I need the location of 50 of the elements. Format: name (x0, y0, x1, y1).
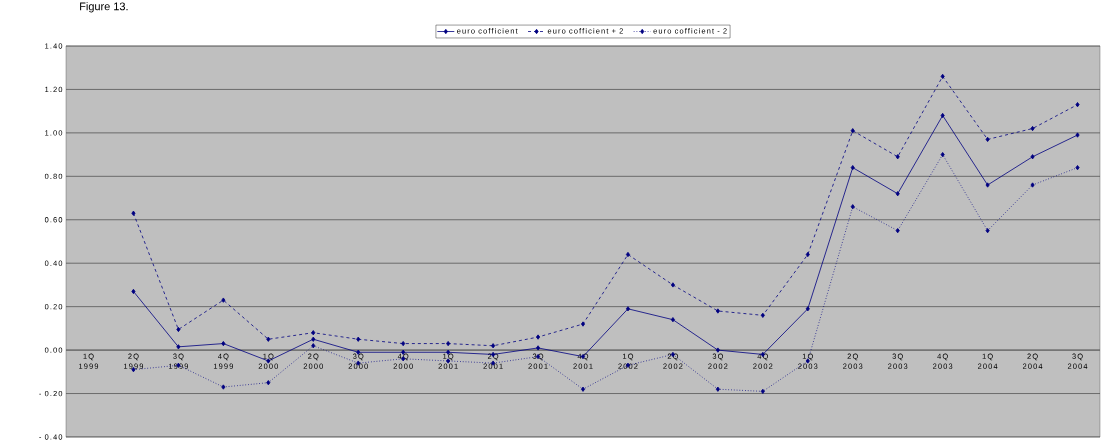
point (985, 136, 990, 142)
point (536, 345, 541, 351)
point (940, 152, 945, 158)
point (850, 165, 855, 171)
point (895, 191, 900, 197)
point (805, 306, 810, 312)
point (1075, 132, 1080, 138)
point (311, 336, 316, 342)
point (985, 228, 990, 234)
point (221, 340, 226, 347)
point (311, 330, 316, 336)
point (940, 73, 945, 79)
point (176, 326, 181, 333)
point (266, 336, 271, 342)
point (940, 112, 945, 119)
caption: Figure 13. (80, 2, 128, 13)
point (356, 336, 361, 342)
point (536, 334, 541, 340)
point (625, 251, 631, 258)
point (715, 308, 720, 314)
point (131, 210, 136, 216)
point (625, 306, 631, 312)
point (221, 384, 226, 390)
point (1030, 154, 1035, 160)
point (446, 340, 451, 347)
point (176, 344, 181, 350)
point (805, 251, 810, 258)
point (715, 347, 720, 353)
point (985, 182, 990, 188)
point (1075, 102, 1080, 108)
point (850, 128, 855, 134)
point (1030, 125, 1035, 132)
point (580, 321, 586, 327)
point (850, 204, 855, 210)
point (580, 386, 586, 392)
point (670, 282, 675, 288)
point (1030, 182, 1035, 188)
point (401, 340, 406, 347)
point (221, 297, 226, 303)
point (715, 386, 720, 392)
point (1075, 165, 1080, 171)
point (895, 154, 900, 160)
point (491, 343, 496, 349)
point (670, 317, 675, 323)
point (311, 343, 316, 349)
point (760, 312, 765, 318)
point (131, 288, 136, 295)
point (760, 388, 765, 394)
point (266, 380, 271, 386)
point (895, 228, 900, 234)
